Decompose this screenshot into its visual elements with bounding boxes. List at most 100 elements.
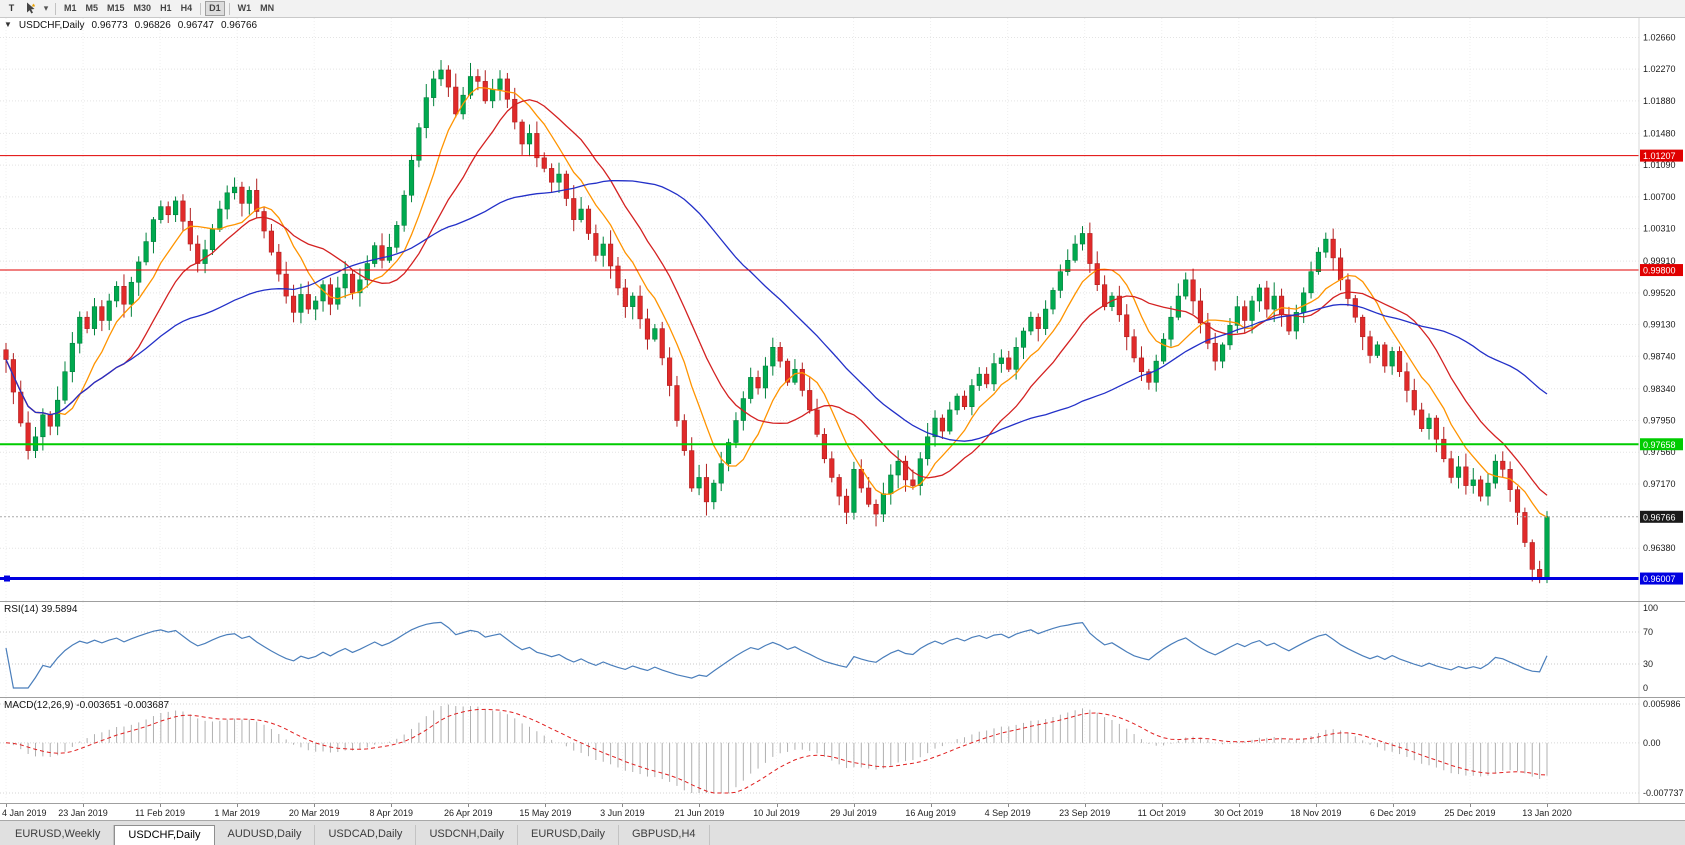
svg-text:1.00310: 1.00310 [1643, 224, 1676, 234]
chevron-down-icon: ▾ [43, 3, 49, 13]
toolbar-separator [228, 2, 230, 15]
date-tick [6, 804, 7, 807]
date-tick [1238, 804, 1240, 807]
svg-text:-0.007737: -0.007737 [1643, 788, 1684, 798]
svg-text:1.01880: 1.01880 [1643, 96, 1676, 106]
timeframe-w1-button[interactable]: W1 [234, 1, 256, 16]
date-tick [1084, 804, 1086, 807]
svg-text:0.97658: 0.97658 [1643, 440, 1676, 450]
date-label: 10 Jul 2019 [753, 808, 800, 818]
chart-tab-usdchf-daily[interactable]: USDCHF,Daily [114, 825, 215, 845]
date-label: 23 Jan 2019 [58, 808, 108, 818]
cursor-tool-button[interactable] [21, 1, 40, 16]
date-label: 29 Jul 2019 [830, 808, 877, 818]
timeframe-m30-button[interactable]: M30 [130, 1, 156, 16]
main-chart-canvas[interactable]: 1.02660 1.02270 1.01880 1.01480 1.01090 1.007… [0, 18, 1685, 601]
cursor-icon [27, 2, 36, 14]
date-label: 3 Jun 2019 [600, 808, 645, 818]
date-label: 20 Mar 2019 [288, 808, 340, 818]
timeframe-m5-button[interactable]: M5 [82, 1, 103, 16]
date-label: 11 Feb 2019 [135, 808, 186, 818]
date-tick [1315, 804, 1317, 807]
date-tick [1469, 804, 1471, 807]
date-label: 8 Apr 2019 [369, 808, 414, 818]
svg-text:0.98740: 0.98740 [1643, 351, 1676, 361]
toolbar-dropdown-button[interactable]: ▾ [41, 1, 51, 16]
svg-text:0.97560: 0.97560 [1643, 447, 1676, 457]
top-toolbar: T ▾ M1 M5 M15 M30 H1 H4 D1 W1 MN [0, 0, 1685, 18]
svg-text:0.96380: 0.96380 [1643, 543, 1676, 553]
text-tool-icon: T [8, 3, 15, 13]
rsi-canvas[interactable]: 100 70 30 0 [0, 602, 1685, 697]
date-tick [1547, 804, 1548, 807]
toolbar-separator [55, 2, 56, 15]
macd-label: MACD(12,26,9) -0.003651 -0.003687 [4, 700, 170, 711]
timeframe-h1-button[interactable]: H1 [156, 1, 176, 16]
date-label: 18 Nov 2019 [1290, 808, 1342, 818]
timeframe-h4-button[interactable]: H4 [177, 1, 197, 16]
text-tool-button[interactable]: T [3, 1, 20, 16]
date-tick [853, 804, 855, 807]
svg-text:0.005986: 0.005986 [1643, 699, 1681, 709]
date-label: 25 Dec 2019 [1444, 808, 1496, 818]
date-label: 13 Jan 2020 [1522, 808, 1572, 818]
chart-expander-icon[interactable]: ▼ [4, 20, 12, 29]
date-label: 6 Dec 2019 [1369, 808, 1416, 818]
svg-text:0.99520: 0.99520 [1643, 288, 1676, 298]
main-chart-panel[interactable]: ▼ USDCHF,Daily 0.96773 0.96826 0.96747 0… [0, 18, 1685, 601]
date-tick [314, 804, 316, 807]
macd-indicator-panel[interactable]: MACD(12,26,9) -0.003651 -0.003687 0.0059… [0, 697, 1685, 803]
chart-tab-eurusd-weekly[interactable]: EURUSD,Weekly [2, 825, 115, 845]
date-tick [1161, 804, 1163, 807]
date-tick [545, 804, 547, 807]
svg-text:0.00: 0.00 [1643, 738, 1661, 748]
date-label: 23 Sep 2019 [1059, 808, 1111, 818]
date-label: 11 Oct 2019 [1137, 808, 1186, 818]
svg-text:0.97170: 0.97170 [1643, 479, 1676, 489]
svg-text:0.96007: 0.96007 [1643, 574, 1676, 584]
chart-close-value: 0.96766 [220, 20, 258, 31]
rsi-label: RSI(14) 39.5894 [4, 604, 78, 615]
svg-text:0.99800: 0.99800 [1643, 266, 1676, 276]
svg-text:1.02660: 1.02660 [1643, 32, 1676, 42]
date-tick [468, 804, 470, 807]
svg-text:1.00700: 1.00700 [1643, 192, 1676, 202]
chart-open-value: 0.96773 [91, 20, 128, 31]
chart-ohlc-header: ▼ USDCHF,Daily 0.96773 0.96826 0.96747 0… [4, 20, 257, 31]
date-tick [237, 804, 239, 807]
rsi-indicator-panel[interactable]: RSI(14) 39.5894 100 70 30 0 [0, 601, 1685, 697]
chart-low-value: 0.96747 [177, 20, 214, 31]
date-label: 4 Jan 2019 [2, 808, 47, 818]
chart-tabbar: EURUSD,Weekly USDCHF,Daily AUDUSD,Daily USD… [0, 820, 1685, 845]
date-label: 1 Mar 2019 [214, 808, 260, 818]
svg-text:1.01480: 1.01480 [1643, 128, 1676, 138]
chart-symbol-label: USDCHF,Daily [18, 20, 85, 31]
chart-tab-eurusd-daily[interactable]: EURUSD,Daily [518, 825, 619, 845]
timeframe-mn-button[interactable]: MN [256, 1, 278, 16]
chart-tab-usdcad-daily[interactable]: USDCAD,Daily [315, 825, 417, 845]
svg-text:0.99130: 0.99130 [1643, 320, 1676, 330]
svg-text:0.98340: 0.98340 [1643, 384, 1676, 394]
macd-canvas[interactable]: 0.005986 0.00 -0.007737 [0, 698, 1685, 803]
timeframe-m1-button[interactable]: M1 [60, 1, 81, 16]
date-tick [776, 804, 778, 807]
chart-tab-usdcnh-daily[interactable]: USDCNH,Daily [416, 825, 518, 845]
date-axis[interactable]: 4 Jan 2019 23 Jan 2019 11 Feb 2019 1 Mar 20… [0, 803, 1685, 820]
date-tick [699, 804, 701, 807]
date-tick [1392, 804, 1394, 807]
date-label: 26 Apr 2019 [444, 808, 493, 818]
timeframe-m15-button[interactable]: M15 [103, 1, 129, 16]
svg-text:30: 30 [1643, 659, 1653, 669]
svg-text:1.01207: 1.01207 [1643, 151, 1676, 161]
svg-text:100: 100 [1643, 603, 1658, 613]
date-label: 15 May 2019 [519, 808, 572, 818]
timeframe-button-group: M1 M5 M15 M30 H1 H4 D1 W1 MN [60, 1, 278, 16]
chart-tab-audusd-daily[interactable]: AUDUSD,Daily [215, 825, 316, 845]
chart-high-value: 0.96826 [134, 20, 171, 31]
date-tick [83, 804, 85, 807]
svg-text:0.97950: 0.97950 [1643, 416, 1676, 426]
svg-text:0.99910: 0.99910 [1643, 256, 1676, 266]
date-label: 4 Sep 2019 [984, 808, 1031, 818]
chart-tab-gbpusd-h4[interactable]: GBPUSD,H4 [619, 825, 710, 845]
timeframe-d1-button[interactable]: D1 [205, 1, 225, 16]
